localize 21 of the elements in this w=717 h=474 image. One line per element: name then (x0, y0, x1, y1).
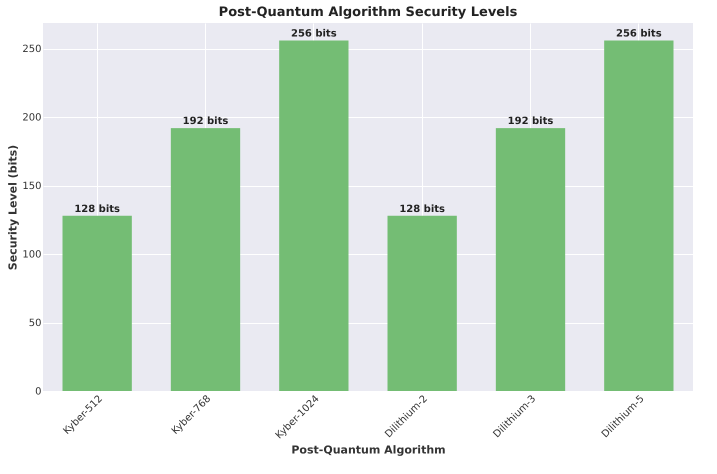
y-tick-label: 50 (28, 318, 42, 330)
bar (604, 40, 674, 391)
bar (388, 216, 457, 391)
y-tick-label: 0 (35, 386, 42, 398)
y-tick-label: 250 (22, 44, 42, 56)
y-axis-title: Security Level (bits) (6, 144, 20, 270)
data-label: 128 bits (399, 204, 446, 215)
y-tick-label: 100 (22, 250, 42, 261)
chart-title: Post-Quantum Algorithm Security Levels (218, 5, 518, 20)
data-label: 256 bits (290, 28, 337, 40)
data-label: 128 bits (74, 204, 120, 215)
bar (279, 40, 348, 391)
bar (170, 128, 240, 391)
bar (62, 216, 132, 391)
x-axis-title: Post-Quantum Algorithm (291, 444, 446, 457)
data-label: 256 bits (616, 28, 662, 40)
data-label: 192 bits (182, 116, 228, 128)
bar (496, 128, 566, 391)
data-label: 192 bits (508, 116, 554, 128)
y-tick-label: 150 (22, 181, 42, 192)
y-tick-label: 200 (22, 112, 42, 124)
